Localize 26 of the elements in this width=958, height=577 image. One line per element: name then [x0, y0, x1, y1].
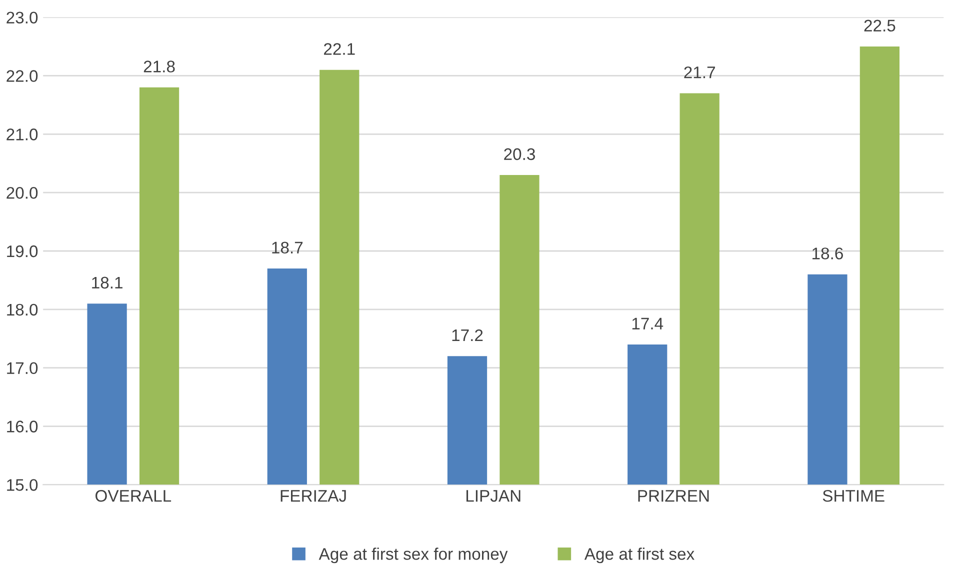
- x-tick-label: LIPJAN: [466, 490, 520, 502]
- y-tick-label: 19.0: [7, 245, 38, 258]
- x-tick-label: SHTIME: [822, 490, 884, 502]
- data-label: 18.6: [812, 248, 843, 260]
- legend-label: Age at first sex for money: [318, 548, 508, 564]
- data-label: 22.5: [864, 20, 896, 32]
- y-tick-label: 16.0: [7, 420, 38, 432]
- legend-label: Age at first sex: [584, 548, 694, 564]
- data-label: 17.4: [632, 318, 664, 330]
- data-label: 22.1: [324, 43, 355, 55]
- y-tick-label: 21.0: [6, 128, 38, 140]
- data-label: 21.8: [144, 60, 175, 72]
- y-tick-label: 17.0: [7, 362, 38, 374]
- y-tick-label: 22.0: [6, 70, 38, 82]
- x-tick-label: OVERALL: [96, 490, 172, 502]
- y-tick-label: 18.0: [7, 304, 38, 316]
- x-tick-label: PRIZREN: [638, 490, 709, 502]
- y-tick-label: 15.0: [7, 479, 38, 491]
- data-label: 18.1: [92, 276, 122, 289]
- data-label: 21.7: [684, 66, 715, 78]
- data-label: 20.3: [504, 148, 535, 160]
- y-tick-label: 23.0: [6, 12, 38, 24]
- x-tick-label: FERIZAJ: [280, 490, 346, 502]
- y-tick-label: 20.0: [6, 186, 38, 199]
- data-label: 17.2: [452, 329, 483, 342]
- data-label: 18.7: [272, 242, 303, 254]
